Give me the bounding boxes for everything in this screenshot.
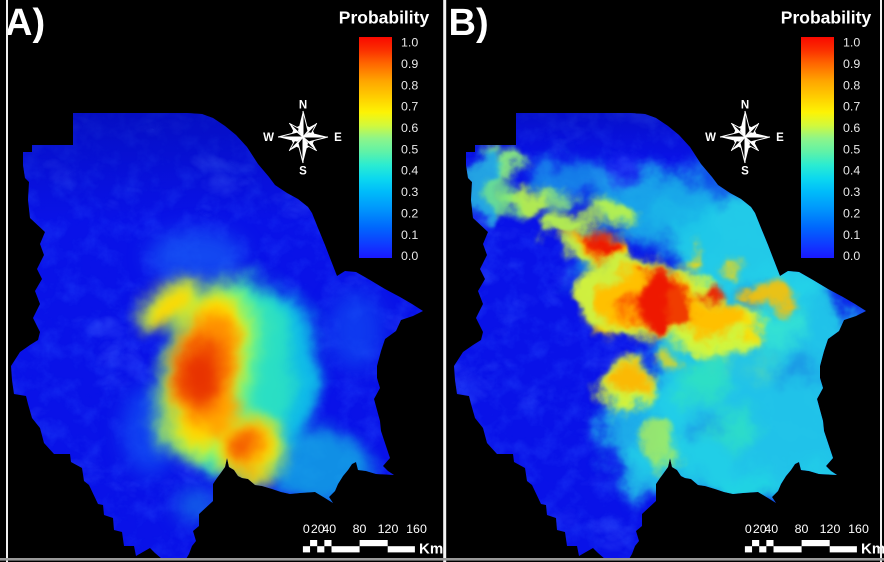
svg-text:A): A)	[5, 2, 45, 44]
svg-text:B): B)	[449, 2, 489, 44]
